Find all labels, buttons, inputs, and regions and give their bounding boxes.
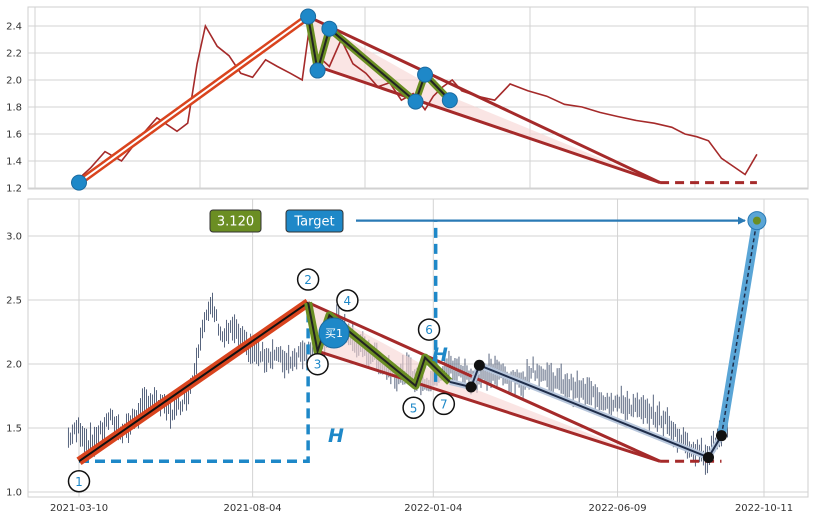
- buy-signal-text: 买1: [325, 327, 343, 340]
- pattern-point-label-text: 1: [75, 475, 83, 489]
- pattern-point-label-circle: [296, 268, 320, 291]
- target-leg-core: [720, 220, 758, 436]
- top-pattern-point: [321, 20, 338, 37]
- bottom-triangle-upper-edge: [307, 301, 661, 463]
- top-pattern-points: [71, 8, 458, 191]
- target-value-text: 3.120: [217, 215, 254, 230]
- pattern-point-label-text: 6: [425, 323, 433, 337]
- top-pattern-point: [417, 66, 434, 83]
- bottom-x-tick-label: 2022-01-04: [404, 503, 462, 514]
- bottom-y-axis-ticks: 1.0 1.5 2.0 2.5 3.0: [6, 232, 22, 499]
- pattern-point-labels: 1 2 3 4 5 6 7: [67, 268, 456, 493]
- bottom-x-tick-label: 2021-03-10: [50, 503, 108, 514]
- bottom-y-tick-label: 2.0: [6, 360, 22, 371]
- bottom-y-tick-label: 1.5: [6, 424, 22, 435]
- bottom-x-axis-ticks: 2021-03-10 2021-08-04 2022-01-04 2022-06-09…: [50, 503, 793, 514]
- pattern-point-label-circle: [306, 352, 329, 376]
- top-triangle-upper-edge: [307, 15, 661, 184]
- projection-path: [449, 211, 767, 463]
- top-triangle-lower-edge: [317, 65, 661, 185]
- height-measure-left: [79, 302, 310, 464]
- top-y-tick-label: 2.0: [6, 76, 22, 87]
- top-triangle-pattern: [307, 15, 757, 185]
- bottom-y-tick-label: 3.0: [6, 232, 22, 243]
- target-label-text: Target: [293, 215, 334, 230]
- bottom-y-tick-label: 1.0: [6, 488, 22, 499]
- top-pattern-point: [300, 8, 317, 25]
- top-pattern-point: [309, 62, 326, 79]
- pattern-point-label-text: 5: [410, 401, 418, 415]
- top-y-tick-label: 1.2: [6, 184, 22, 195]
- top-y-tick-label: 1.6: [6, 130, 22, 141]
- target-point-center: [752, 216, 761, 225]
- target-value-badge: 3.120: [209, 209, 262, 233]
- top-price-line: [78, 19, 758, 180]
- pattern-point-label-circle: [432, 392, 456, 416]
- bottom-triangle-lower-edge: [317, 349, 661, 463]
- pattern-point-label-text: 4: [344, 294, 352, 308]
- pattern-point-label-circle: [402, 396, 425, 420]
- bottom-zigzag-line-core: [307, 302, 451, 388]
- top-y-tick-label: 1.8: [6, 103, 22, 114]
- pattern-point-label-circle: [417, 318, 441, 341]
- top-price-panel: 1.2 1.4 1.6 1.8 2.0 2.2 2.4: [6, 6, 809, 195]
- top-gridlines: [28, 7, 808, 189]
- projection-point: [702, 451, 714, 463]
- pattern-point-label-text: 3: [314, 358, 322, 372]
- top-pattern-point: [441, 92, 458, 109]
- projection-point: [473, 359, 485, 371]
- bottom-x-tick-label: 2022-10-11: [735, 503, 793, 514]
- bottom-x-tick-label: 2022-06-09: [588, 503, 646, 514]
- pattern-point-label-text: 2: [304, 273, 312, 287]
- pattern-point-label-circle: [336, 289, 359, 312]
- top-y-tick-label: 1.4: [6, 157, 22, 168]
- pattern-point-label-circle: [67, 470, 91, 493]
- top-y-tick-label: 2.4: [6, 22, 22, 33]
- top-y-axis-ticks: 1.2 1.4 1.6 1.8 2.0 2.2 2.4: [6, 22, 22, 195]
- top-rally-line-core: [78, 15, 309, 184]
- pattern-point-label-text: 7: [440, 397, 448, 411]
- bottom-pattern-lines: [76, 298, 453, 465]
- projection-point: [465, 381, 477, 393]
- bottom-x-tick-label: 2021-08-04: [224, 503, 282, 514]
- bottom-candlestick-panel: 1.0 1.5 2.0 2.5 3.0 2021-03-10 2021-08-04 2022…: [6, 198, 809, 514]
- height-measure-lines: [79, 220, 438, 464]
- buy-signal-marker: 买1: [318, 317, 350, 349]
- target-label-badge: Target: [285, 209, 344, 233]
- top-pattern-point: [71, 174, 87, 191]
- bottom-y-tick-label: 2.5: [6, 296, 22, 307]
- top-pattern-point: [407, 93, 424, 110]
- height-label-left: H: [328, 425, 344, 447]
- projection-point: [715, 430, 727, 442]
- bottom-rally-line-core: [78, 301, 309, 463]
- height-label-right: H: [432, 344, 448, 366]
- top-y-tick-label: 2.2: [6, 49, 22, 60]
